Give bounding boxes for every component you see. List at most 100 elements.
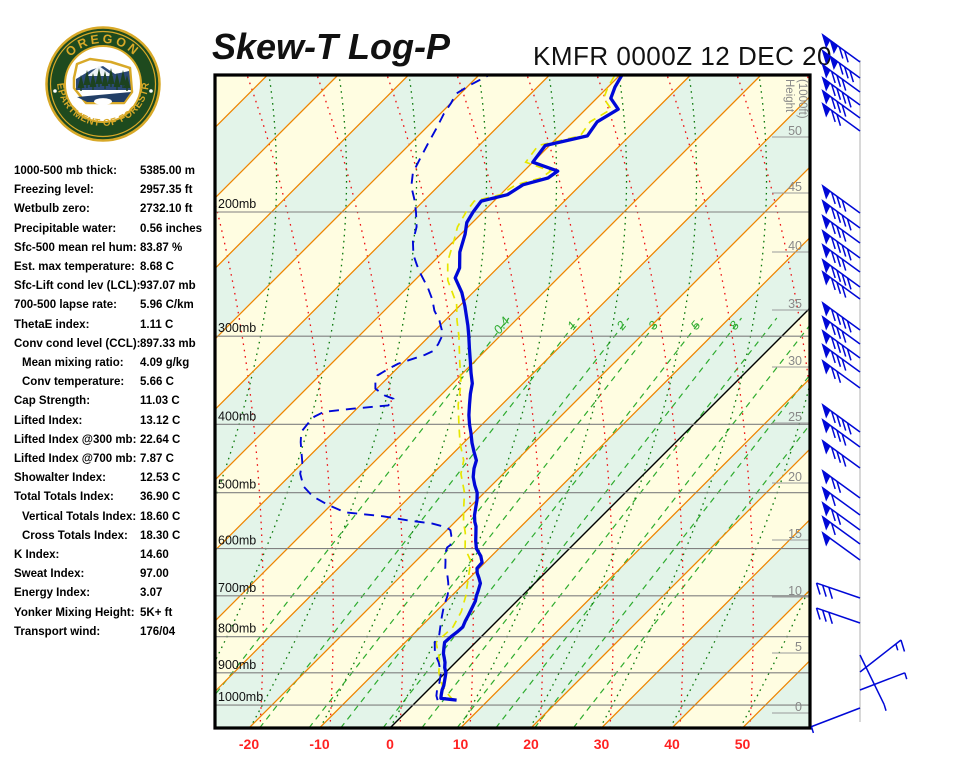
moist-adiabat bbox=[809, 726, 810, 728]
wind-barb bbox=[821, 89, 861, 119]
stat-row: Transport wind: 176/04 bbox=[14, 623, 214, 642]
dry-adiabat bbox=[806, 75, 810, 86]
zero-isotherm bbox=[389, 307, 810, 728]
stat-value: 97.00 bbox=[140, 568, 169, 581]
stat-value: 5.96 C/km bbox=[140, 299, 194, 312]
stat-label: Cross Totals Index: bbox=[22, 529, 128, 542]
stat-row: Vertical Totals Index: 18.60 C bbox=[14, 508, 214, 527]
stat-value: 12.53 C bbox=[140, 472, 181, 485]
wind-barb bbox=[821, 184, 861, 214]
moist-adiabat bbox=[950, 75, 960, 728]
pressure-label: 800mb bbox=[218, 622, 256, 636]
stat-value: 2732.10 ft bbox=[140, 203, 193, 216]
wind-barb bbox=[821, 501, 861, 531]
height-label: 0 bbox=[795, 700, 802, 714]
temp-axis-label: -20 bbox=[239, 736, 259, 752]
stat-label: Sweat Index: bbox=[14, 568, 85, 581]
stat-value: 11.03 C bbox=[140, 395, 180, 408]
page-title: Skew-T Log-P bbox=[212, 26, 451, 67]
stat-value: 937.07 mb bbox=[140, 280, 196, 293]
dry-adiabat bbox=[877, 75, 960, 728]
mixing-ratio-line bbox=[421, 317, 742, 728]
wind-barb bbox=[821, 49, 861, 83]
wind-barb bbox=[821, 63, 861, 93]
wind-barb bbox=[821, 329, 861, 361]
pressure-label: 900mb bbox=[218, 658, 256, 672]
wind-barb bbox=[815, 582, 861, 599]
stat-value: 36.90 C bbox=[140, 491, 181, 504]
stat-row: Lifted Index: 13.12 C bbox=[14, 412, 214, 431]
height-label: 30 bbox=[788, 354, 802, 368]
wind-barb bbox=[821, 515, 861, 545]
temp-axis-label: 0 bbox=[386, 736, 394, 752]
stat-label: Lifted Index @300 mb: bbox=[14, 433, 137, 446]
moist-adiabat bbox=[459, 75, 628, 728]
moist-adiabat bbox=[529, 75, 698, 728]
wind-barb bbox=[821, 439, 861, 469]
dewpoint-curve bbox=[299, 75, 490, 701]
wind-barb bbox=[821, 469, 861, 499]
isotherm bbox=[215, 75, 409, 270]
wind-barb bbox=[821, 258, 861, 290]
wind-barb bbox=[821, 531, 861, 561]
stat-row: Yonker Mixing Height: 5K+ ft bbox=[14, 604, 214, 623]
wind-barb bbox=[821, 76, 861, 108]
wind-barb bbox=[821, 214, 861, 244]
height-label: 10 bbox=[788, 584, 802, 598]
stat-row: Showalter Index: 12.53 C bbox=[14, 469, 214, 488]
stat-value: 8.68 C bbox=[140, 261, 174, 274]
stat-row: 700-500 lapse rate: 5.96 C/km bbox=[14, 296, 214, 315]
stat-row: Est. max temperature: 8.68 C bbox=[14, 258, 214, 277]
wind-barb bbox=[821, 343, 861, 373]
isotherm bbox=[530, 448, 810, 728]
stat-value: 7.87 C bbox=[140, 453, 174, 466]
odf-logo: OREGONDEPARTMENT OF FORESTRY bbox=[45, 26, 161, 142]
moist-adiabat bbox=[215, 75, 348, 663]
height-axis-title-units: (1000ft) bbox=[796, 79, 808, 119]
stat-value: 4.09 g/kg bbox=[140, 357, 190, 370]
isotherm bbox=[215, 95, 810, 693]
isotherm bbox=[215, 75, 691, 552]
stat-value: 1.11 C bbox=[140, 318, 174, 331]
temp-axis-label: 20 bbox=[523, 736, 539, 752]
isotherm bbox=[215, 75, 550, 411]
moist-adiabat bbox=[739, 584, 810, 728]
height-axis-title: Height bbox=[783, 79, 795, 113]
wind-barb bbox=[821, 301, 861, 333]
temp-axis-label: 30 bbox=[594, 736, 610, 752]
stat-label: Total Totals Index: bbox=[14, 491, 114, 504]
isotherm bbox=[671, 589, 810, 728]
isotherm bbox=[248, 166, 810, 728]
wind-barb bbox=[815, 607, 861, 624]
moist-adiabat bbox=[215, 75, 278, 501]
stat-row: Conv temperature: 5.66 C bbox=[14, 373, 214, 392]
stat-label: K Index: bbox=[14, 549, 60, 562]
isotherm bbox=[460, 377, 810, 728]
height-label: 40 bbox=[788, 239, 802, 253]
stat-row: Sfc-Lift cond lev (LCL): 937.07 mb bbox=[14, 277, 214, 296]
stat-value: 2957.35 ft bbox=[140, 184, 193, 197]
pressure-label: 300mb bbox=[218, 321, 256, 335]
stat-row: Sweat Index: 97.00 bbox=[14, 565, 214, 584]
stat-row: Lifted Index @700 mb: 7.87 C bbox=[14, 450, 214, 469]
pressure-label: 400mb bbox=[218, 409, 256, 423]
sounding-indices-panel: 1000-500 mb thick: 5385.00 m Freezing leve… bbox=[14, 162, 214, 642]
moist-adiabat bbox=[249, 75, 418, 728]
isotherm-band bbox=[0, 75, 197, 728]
height-label: 25 bbox=[788, 410, 802, 424]
wind-barb bbox=[821, 270, 861, 300]
stat-row: Energy Index: 3.07 bbox=[14, 584, 214, 603]
height-label: 20 bbox=[788, 470, 802, 484]
wind-barb bbox=[859, 639, 906, 673]
mixing-ratio-line bbox=[495, 324, 810, 728]
stat-label: Cap Strength: bbox=[14, 395, 91, 408]
wind-barb bbox=[810, 707, 861, 734]
stat-label: Conv temperature: bbox=[22, 376, 125, 389]
stat-label: ThetaE index: bbox=[14, 318, 90, 331]
wind-barb bbox=[821, 315, 861, 345]
stat-row: Total Totals Index: 36.90 C bbox=[14, 488, 214, 507]
stat-label: Lifted Index: bbox=[14, 414, 83, 427]
stat-label: Showalter Index: bbox=[14, 472, 107, 485]
dry-adiabat bbox=[947, 75, 960, 728]
stat-label: Precipitable water: bbox=[14, 222, 117, 235]
